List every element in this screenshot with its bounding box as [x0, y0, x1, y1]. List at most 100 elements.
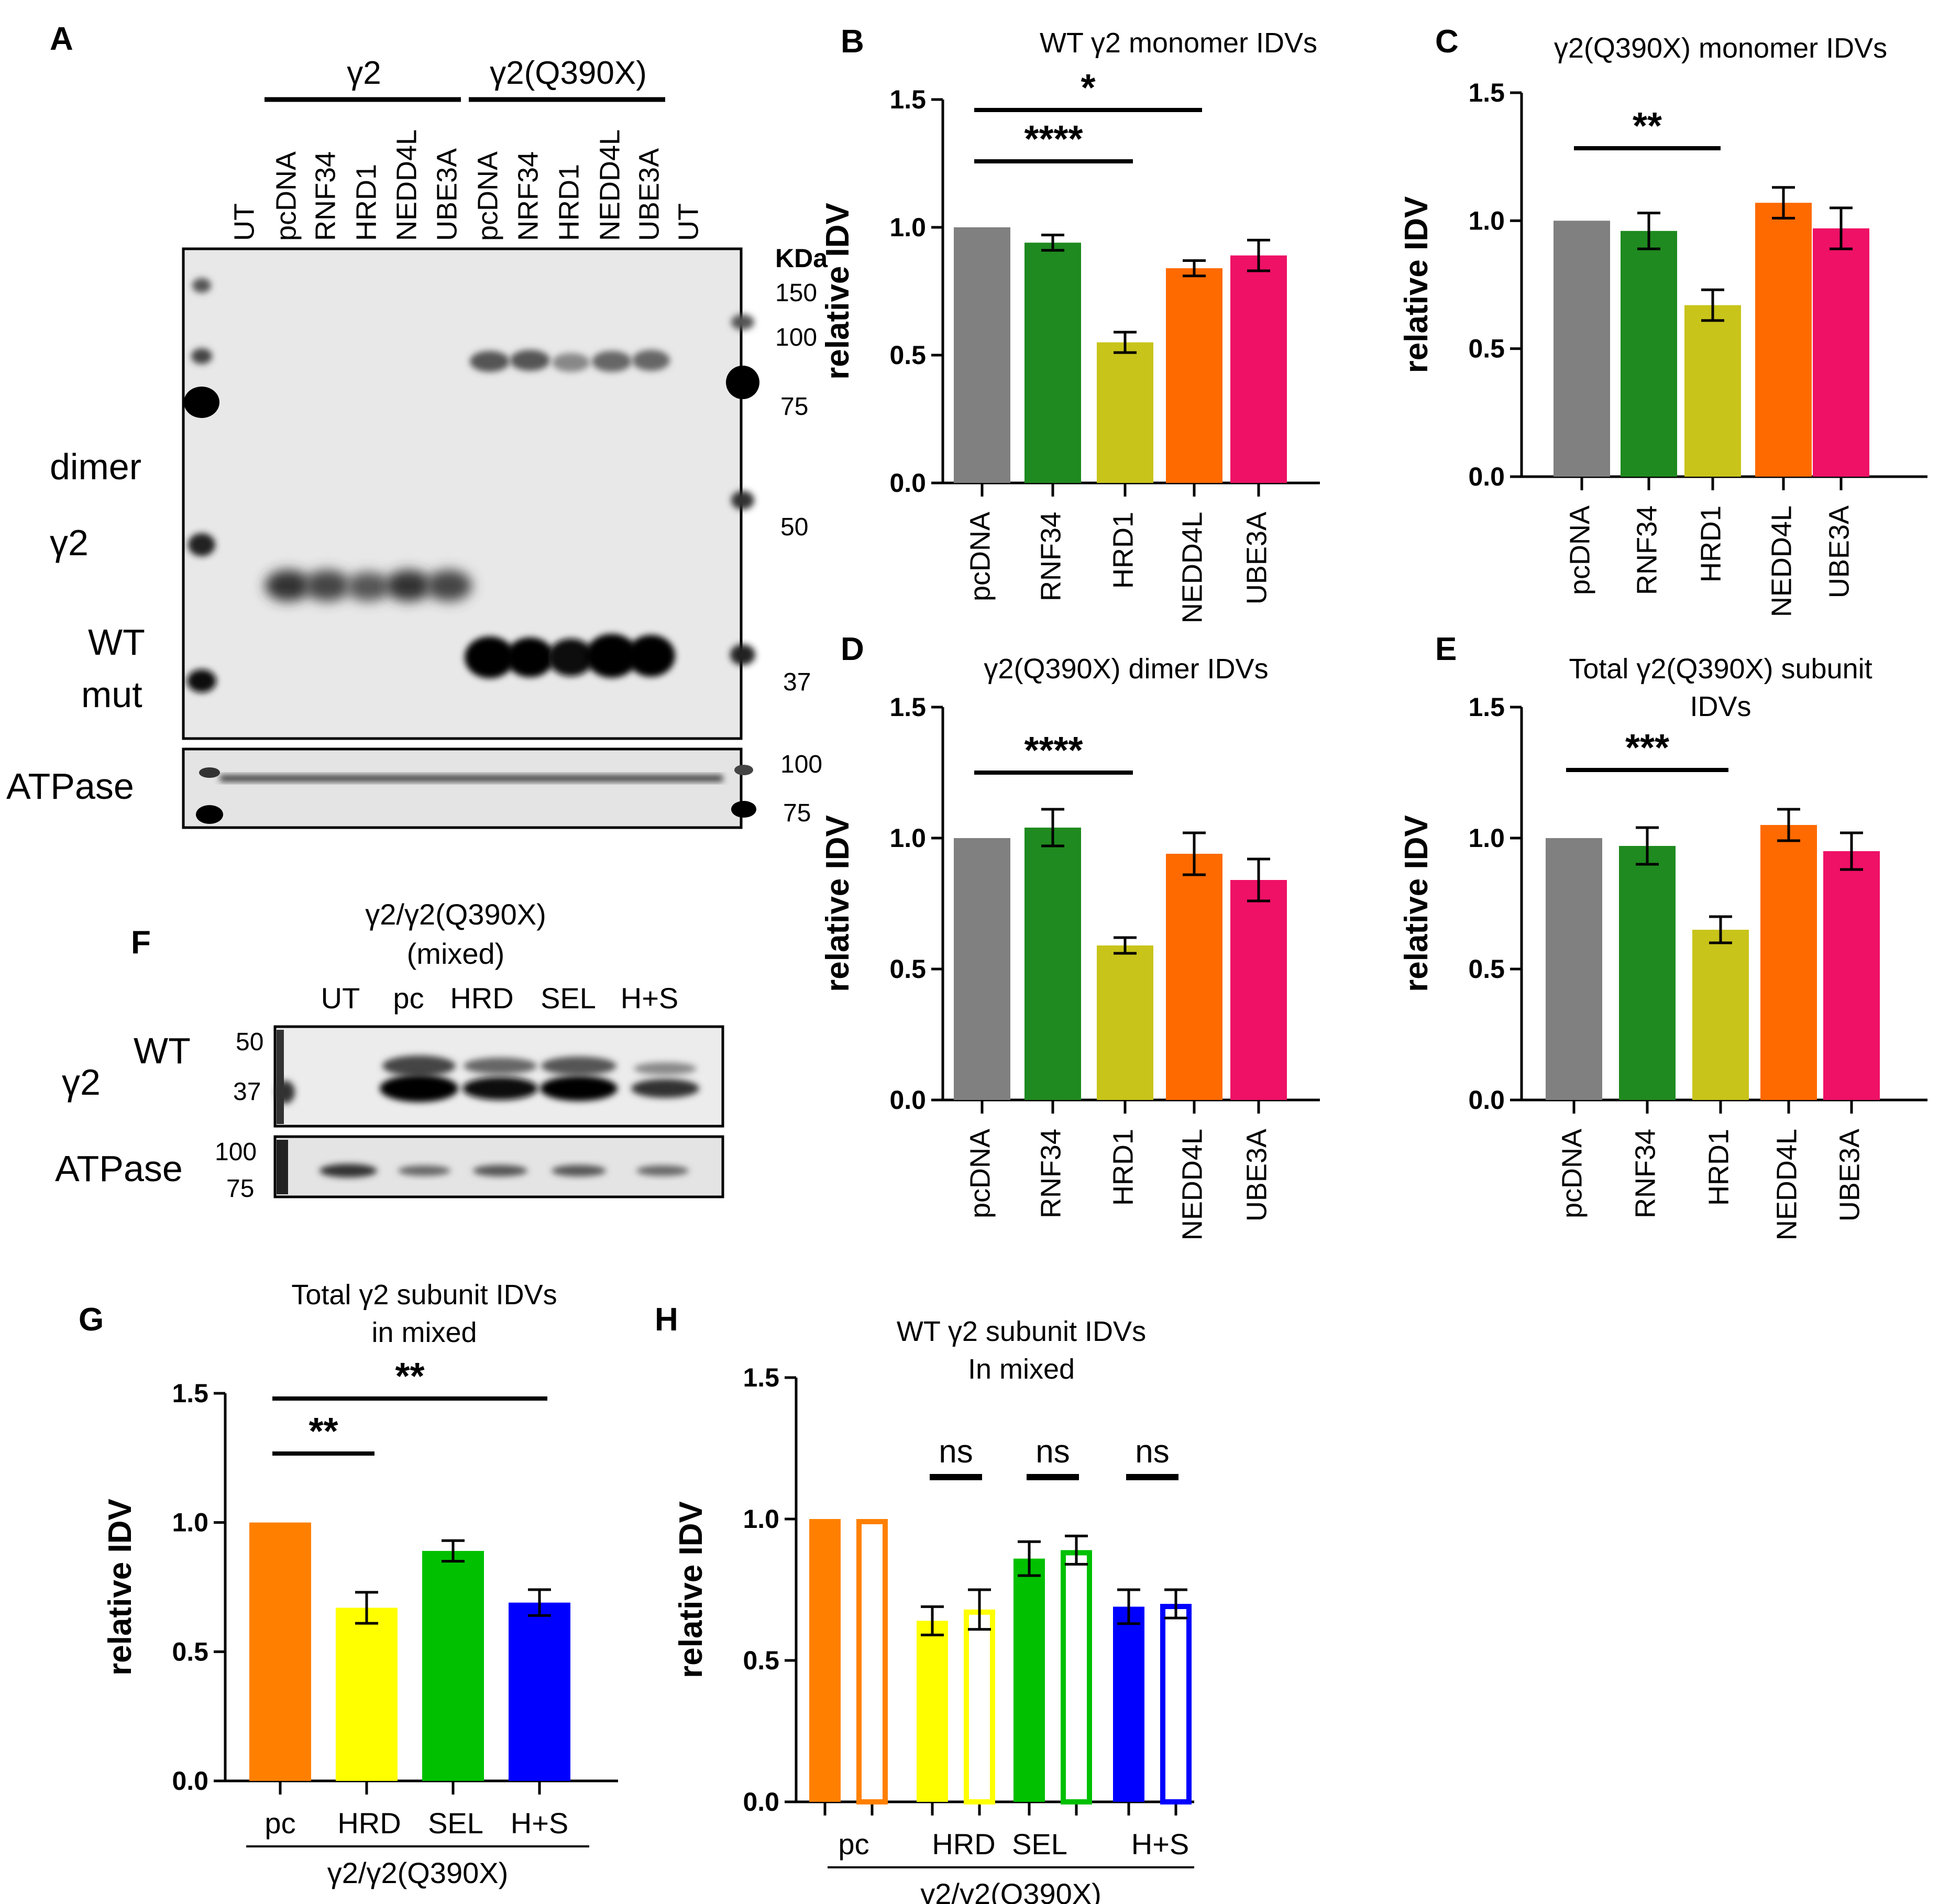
x-tick-label: NEDD4L	[1771, 1129, 1802, 1240]
panel-letter-h: H	[655, 1302, 678, 1338]
significance-label: ****	[1024, 118, 1083, 160]
chart-title: Total γ2(Q390X) subunit	[1569, 653, 1872, 685]
ladder-band	[188, 533, 215, 556]
ladder-band	[731, 491, 754, 510]
lane-label: HRD1	[350, 164, 382, 241]
panel-letter-e: E	[1435, 631, 1457, 667]
blot-f-main	[273, 1025, 724, 1128]
x-tick-label: RNF34	[1035, 1129, 1066, 1218]
bar	[1097, 342, 1153, 483]
f-atpase-marker-100: 100	[215, 1138, 257, 1166]
marker-75: 75	[780, 393, 808, 421]
ladder-band	[730, 644, 755, 665]
bar	[1024, 828, 1081, 1100]
bar	[509, 1602, 570, 1781]
lane-label: HRD1	[553, 164, 585, 241]
bar	[1813, 228, 1869, 477]
lane-label: RNF34	[310, 151, 341, 241]
bar	[249, 1522, 311, 1781]
x-tick-label: HRD1	[1695, 505, 1726, 582]
y-tick-label: 1.5	[889, 692, 926, 722]
ladder-band	[726, 366, 759, 399]
y-axis-label: relative IDV	[102, 1499, 138, 1676]
panel-letter-c: C	[1435, 24, 1459, 60]
bar	[336, 1608, 398, 1781]
panel-f: F γ2/γ2(Q390X) (mixed) UT pc HRD SEL H+S…	[55, 898, 724, 1203]
ladder-band	[187, 669, 216, 692]
x-group-label: γ2/γ2(Q390X)	[920, 1877, 1101, 1904]
dimer-band	[592, 351, 632, 372]
x-tick-label: H+S	[1131, 1828, 1189, 1861]
panel-letter-f: F	[131, 925, 151, 961]
f-title-line1: γ2/γ2(Q390X)	[365, 898, 546, 931]
y-tick-label: 1.0	[1468, 206, 1505, 235]
chart-title: γ2(Q390X) dimer IDVs	[984, 653, 1268, 685]
x-tick-label: pc	[838, 1828, 869, 1861]
y-tick-label: 0.0	[889, 1085, 926, 1115]
chart-g: G Total γ2 subunit IDVs in mixed 0.0 0.5 1.0…	[79, 1279, 618, 1889]
ladder-band	[184, 387, 219, 418]
bar	[1024, 243, 1081, 483]
x-tick-label: H+S	[511, 1807, 569, 1840]
bar	[1684, 305, 1741, 477]
y-tick-label: 1.0	[889, 213, 926, 242]
bar	[917, 1621, 948, 1802]
bar	[1013, 1558, 1045, 1802]
y-tick-label: 1.5	[889, 85, 926, 114]
marker-50: 50	[780, 513, 808, 541]
lane-label: UBE3A	[633, 148, 665, 241]
y-tick-label: 0.5	[743, 1646, 779, 1675]
x-tick-label: RNF34	[1631, 505, 1662, 595]
significance-label: ns	[1135, 1434, 1169, 1470]
y-tick-label: 0.5	[889, 340, 926, 370]
significance-label: ***	[1625, 727, 1669, 769]
x-tick-label: NEDD4L	[1766, 505, 1797, 617]
lane-label: UBE3A	[431, 148, 462, 241]
atpase-label-a: ATPase	[6, 766, 134, 807]
label-gamma2: γ2	[50, 522, 89, 563]
y-tick-label: 0.0	[743, 1787, 779, 1817]
significance-label: ****	[1024, 730, 1083, 772]
lane-labels-a: UT pcDNA RNF34 HRD1 NEDD4L UBE3A pcDNA NRF34 HRD…	[228, 129, 704, 241]
x-tick-label: UBE3A	[1241, 1129, 1272, 1221]
bar	[1619, 846, 1676, 1100]
y-tick-label: 0.5	[1468, 954, 1505, 984]
panel-letter-d: D	[841, 631, 864, 667]
bar	[954, 227, 1010, 483]
blot-a-atpase	[182, 747, 743, 829]
y-tick-label: 1.0	[743, 1504, 779, 1534]
x-group-label: γ2/γ2(Q390X)	[327, 1856, 509, 1889]
bar	[1546, 838, 1602, 1100]
x-tick-label: pcDNA	[1564, 505, 1595, 595]
x-tick-label: pcDNA	[1556, 1129, 1588, 1218]
chart-title: γ2(Q390X) monomer IDVs	[1554, 32, 1887, 64]
bar	[1160, 1604, 1192, 1804]
significance-label: **	[395, 1356, 424, 1397]
y-axis-label: relative IDV	[1398, 196, 1435, 373]
dimer-band	[552, 353, 590, 372]
x-tick-label: SEL	[428, 1807, 483, 1840]
lane-label: UT	[228, 203, 260, 241]
y-tick-label: 1.0	[889, 823, 926, 853]
mut-band	[548, 639, 594, 676]
atpase-f-bands	[277, 1140, 689, 1194]
bar	[964, 1609, 995, 1805]
panel-letter-a: A	[50, 21, 73, 57]
atpase-marker-100: 100	[780, 751, 822, 778]
f-lane-hrd: HRD	[450, 982, 513, 1015]
atpase-bands	[196, 765, 756, 824]
chart-b: B WT γ2 monomer IDVs 0.0 0.5 1.0 1.5 relative…	[820, 24, 1320, 623]
f-label-gamma2: γ2	[62, 1062, 101, 1103]
lane-label: pcDNA	[270, 151, 302, 241]
significance-label: ns	[1035, 1434, 1070, 1470]
lane-label: NRF34	[512, 151, 544, 241]
chart-title: Total γ2 subunit IDVs	[291, 1279, 557, 1311]
x-tick-label: pcDNA	[964, 1129, 996, 1218]
chart-c: C γ2(Q390X) monomer IDVs 0.0 0.5 1.0 1.5 rela…	[1398, 24, 1927, 617]
lane-label: pcDNA	[472, 151, 503, 241]
bar	[1166, 268, 1222, 483]
bar	[1554, 221, 1610, 477]
mut-band	[465, 636, 515, 678]
bar	[1166, 854, 1222, 1100]
bar	[856, 1519, 888, 1804]
